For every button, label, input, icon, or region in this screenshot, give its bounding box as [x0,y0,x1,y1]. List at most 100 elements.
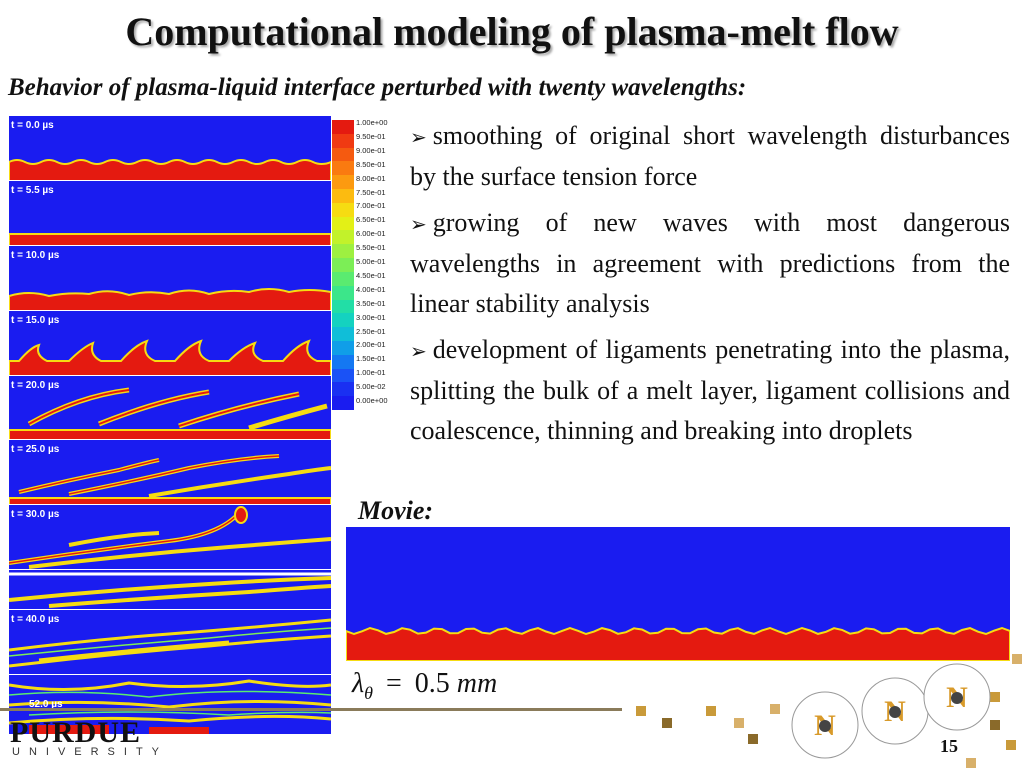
frame-2-plot [9,287,331,310]
decor-square [662,718,672,728]
frame-8: t = 40.0 µs [9,610,331,676]
frame-8-plot [9,618,331,668]
colorbar-swatch [332,161,354,176]
frame-label: t = 10.0 µs [11,249,60,261]
colorbar-tick-label: 3.50e-01 [356,298,386,308]
equals-sign: = [385,668,402,699]
colorbar-tick-label: 1.00e+00 [356,118,388,127]
frame-3-plot [9,339,331,375]
colorbar-swatch [332,189,354,204]
frame-1: t = 5.5 µs [9,180,331,246]
frame-5: t = 25.0 µs [9,440,331,506]
colorbar-tick-label: 7.50e-01 [356,187,386,197]
purdue-logo: PURDUE [10,716,141,749]
decor-square [636,706,646,716]
decor-square [770,704,780,714]
frame-3: t = 15.0 µs [9,310,331,376]
colorbar-swatch [332,133,354,149]
colorbar-swatch [332,175,354,190]
colorbar-swatch [332,120,354,135]
footer-divider [0,708,622,711]
lambda-unit: mm [456,668,498,699]
arrow-bullet-icon: ➢ [410,339,427,363]
wavelength-formula: λθ = 0.5 mm [352,668,497,706]
colorbar-tick-label: 6.00e-01 [356,229,386,239]
frame-label: t = 40.0 µs [11,614,60,626]
bullet-item: ➢ development of ligaments penetrating in… [406,330,1010,451]
frame-0-plot [9,159,331,180]
arrow-bullet-icon: ➢ [410,125,427,149]
arrow-bullet-icon: ➢ [410,212,427,236]
colorbar-tick-label: 5.00e-01 [356,257,386,266]
colorbar-tick-label: 1.50e-01 [356,354,386,364]
frame-label: t = 15.0 µs [11,314,60,326]
colorbar [332,120,354,411]
bullet-list: ➢ smoothing of original short wavelength … [406,116,1010,451]
decor-square [1012,654,1022,664]
frame-label: t = 20.0 µs [11,379,60,391]
frame-2: t = 10.0 µs [9,245,331,311]
bullet-text: smoothing of original short wavelength d… [410,121,1010,191]
colorbar-tick-label: 3.00e-01 [356,312,386,322]
colorbar-tick-label: 9.50e-01 [356,131,386,141]
nuclear-engineering-seal-icon: N [861,677,929,745]
lambda-symbol: λ [352,668,365,699]
slide-title: Computational modeling of plasma-melt fl… [125,9,899,54]
decor-square [1006,740,1016,750]
bullet-text: growing of new waves with most dangerous… [410,208,1010,318]
colorbar-tick-label: 7.00e-01 [356,201,386,211]
purdue-logo-subtext: UNIVERSITY [12,746,169,758]
colorbar-swatch [332,216,354,231]
colorbar-swatch [332,313,354,328]
colorbar-tick-label: 8.00e-01 [356,173,386,183]
colorbar-swatch [332,340,354,356]
movie-frame [346,626,1010,661]
colorbar-swatch [332,244,354,259]
frame-9-plot [9,679,331,735]
colorbar-labels: 1.00e+00 9.50e-01 9.00e-01 8.50e-01 8.00e-01… [356,118,406,418]
frame-7-plot [9,572,331,609]
colorbar-tick-label: 1.00e-01 [356,368,386,378]
decor-square [966,758,976,768]
frame-1-plot [9,232,331,245]
nuclear-engineering-seal-icon: N [791,691,859,759]
colorbar-swatch [332,299,354,314]
decor-square [734,718,744,728]
frame-6-plot [9,506,331,570]
decor-square [990,720,1000,730]
decor-square [748,734,758,744]
frame-4-plot [9,387,331,440]
frame-label: t = 0.0 µs [11,120,54,131]
colorbar-swatch [332,285,354,300]
colorbar-swatch [332,202,354,218]
lambda-value: 0.5 [414,668,450,699]
colorbar-swatch [332,230,354,245]
bullet-text: development of ligaments penetrating int… [410,335,1010,445]
movie-player[interactable] [346,527,1010,661]
frame-6: t = 30.0 µs [9,505,331,571]
decor-square [990,692,1000,702]
colorbar-tick-label: 0.00e+00 [356,396,388,405]
colorbar-tick-label: 9.00e-01 [356,145,386,155]
frame-7 [9,570,331,611]
colorbar-swatch [332,382,354,397]
page-number: 15 [940,736,958,756]
colorbar-tick-label: 2.00e-01 [356,340,386,350]
frame-label: t = 30.0 µs [11,509,60,521]
colorbar-swatch [332,354,354,370]
bullet-item: ➢ growing of new waves with most dangerou… [406,203,1010,324]
colorbar-tick-label: 8.50e-01 [356,159,386,169]
frame-0: t = 0.0 µs [9,116,331,181]
colorbar-tick-label: 6.50e-01 [356,215,386,225]
colorbar-tick-label: 4.50e-01 [356,270,386,280]
bullet-item: ➢ smoothing of original short wavelength … [406,116,1010,197]
frame-4: t = 20.0 µs [9,375,331,441]
frame-5-plot [9,454,331,505]
colorbar-swatch [332,258,354,273]
colorbar-swatch [332,396,354,411]
decor-square [706,706,716,716]
colorbar-tick-label: 4.00e-01 [356,284,386,294]
simulation-frames: t = 0.0 µs t = 5.5 µs t = 10.0 µs t = 15… [9,116,331,736]
colorbar-swatch [332,368,354,383]
nuclear-engineering-seal-icon: N [923,663,991,731]
